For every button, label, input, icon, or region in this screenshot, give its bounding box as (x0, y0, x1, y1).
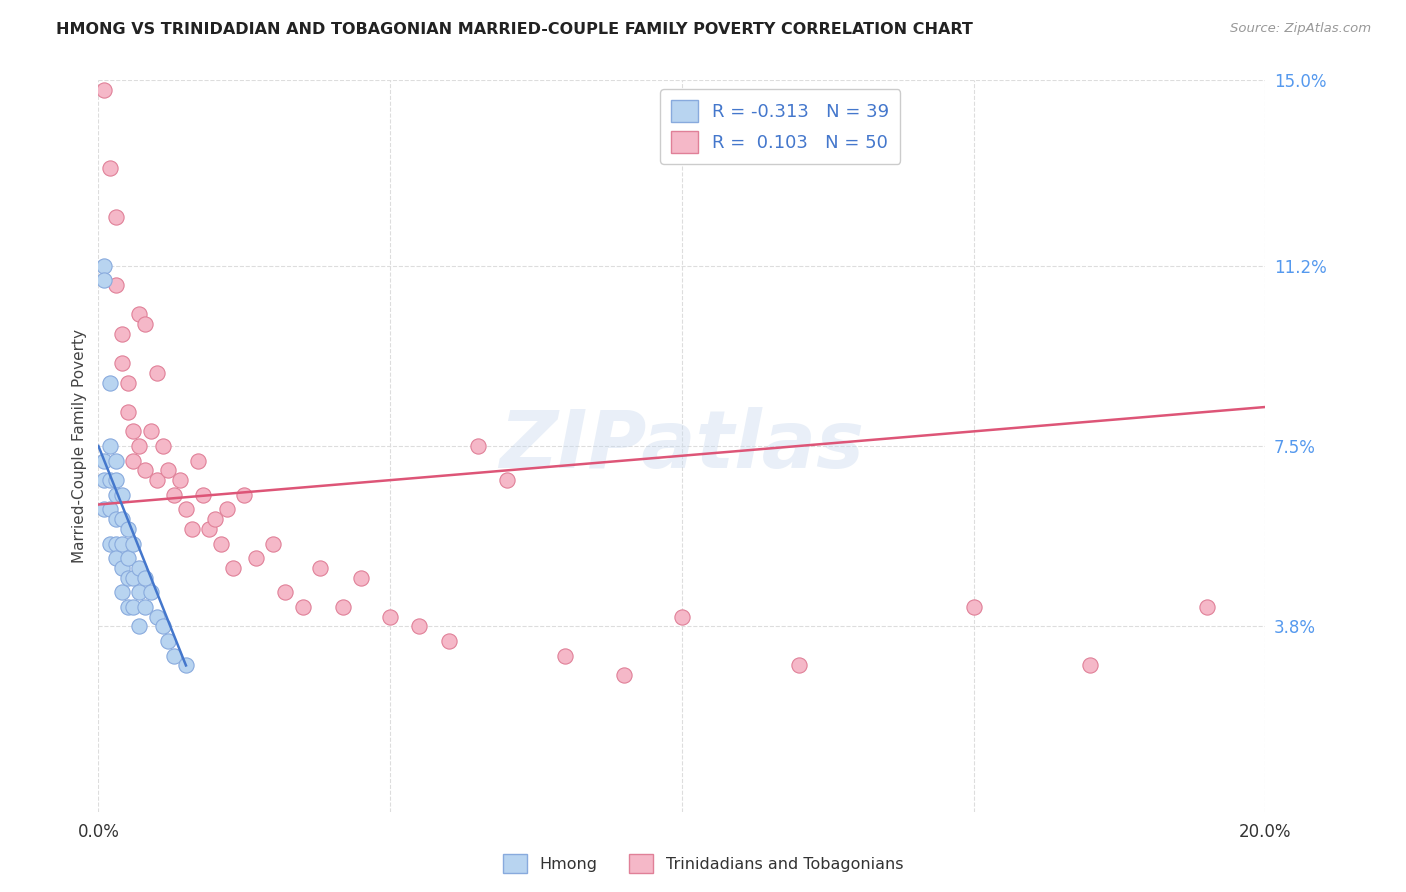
Point (146, 366, 169, 380)
Point (104, 488, 127, 502)
Point (117, 599, 139, 614)
Point (122, 453, 145, 467)
Point (122, 599, 145, 614)
Point (554, 648, 576, 663)
Point (93, 473, 115, 487)
Point (111, 512, 134, 526)
Point (274, 585, 297, 599)
Point (467, 439, 489, 453)
Point (93, 259, 115, 273)
Point (157, 463, 180, 477)
Point (117, 376, 139, 390)
Point (98, 376, 121, 390)
Point (262, 536, 284, 550)
Point (291, 599, 314, 614)
Point (174, 658, 197, 673)
Point (962, 599, 984, 614)
Point (122, 536, 145, 550)
Point (93, 83, 115, 97)
Legend: R = -0.313   N = 39, R =  0.103   N = 50: R = -0.313 N = 39, R = 0.103 N = 50 (661, 89, 900, 164)
Point (104, 473, 127, 487)
Point (671, 609, 693, 624)
Point (157, 634, 180, 648)
Point (98, 161, 121, 175)
Point (787, 658, 810, 673)
Point (169, 473, 191, 487)
Point (122, 425, 145, 439)
Point (93, 273, 115, 287)
Point (98, 473, 121, 487)
Point (134, 599, 156, 614)
Point (163, 488, 186, 502)
Point (93, 453, 115, 467)
Point (1080, 658, 1102, 673)
Point (209, 536, 232, 550)
Point (111, 536, 134, 550)
Point (233, 488, 256, 502)
Point (332, 599, 354, 614)
Point (117, 551, 139, 566)
Point (496, 473, 519, 487)
Point (380, 609, 402, 624)
Point (117, 571, 139, 585)
Point (128, 561, 150, 575)
Point (152, 439, 174, 453)
Text: Source: ZipAtlas.com: Source: ZipAtlas.com (1230, 22, 1371, 36)
Text: HMONG VS TRINIDADIAN AND TOBAGONIAN MARRIED-COUPLE FAMILY POVERTY CORRELATION CH: HMONG VS TRINIDADIAN AND TOBAGONIAN MARR… (56, 22, 973, 37)
Point (98, 536, 121, 550)
Point (128, 619, 150, 633)
Point (104, 453, 127, 467)
Point (408, 619, 430, 633)
Point (111, 585, 134, 599)
Y-axis label: Married-Couple Family Poverty: Married-Couple Family Poverty (72, 329, 87, 563)
Point (612, 668, 634, 682)
Point (117, 405, 139, 419)
Point (104, 551, 127, 566)
Point (122, 571, 145, 585)
Point (1195, 599, 1218, 614)
Point (104, 512, 127, 526)
Point (146, 609, 169, 624)
Point (437, 634, 460, 648)
Point (139, 585, 162, 599)
Point (309, 561, 332, 575)
Point (152, 619, 174, 633)
Point (111, 356, 134, 370)
Point (198, 522, 221, 536)
Point (98, 439, 121, 453)
Point (350, 571, 373, 585)
Point (117, 522, 139, 536)
Point (111, 488, 134, 502)
Point (104, 210, 127, 224)
Point (111, 326, 134, 341)
Legend: Hmong, Trinidadians and Tobagonians: Hmong, Trinidadians and Tobagonians (496, 847, 910, 880)
Point (146, 473, 169, 487)
Point (134, 317, 156, 331)
Point (134, 463, 156, 477)
Point (163, 648, 186, 663)
Point (128, 439, 150, 453)
Point (98, 502, 121, 516)
Point (221, 561, 243, 575)
Point (104, 536, 127, 550)
Point (180, 522, 202, 536)
Point (193, 488, 215, 502)
Point (245, 551, 267, 566)
Point (215, 502, 238, 516)
Point (128, 585, 150, 599)
Point (139, 425, 162, 439)
Point (187, 453, 209, 467)
Point (93, 502, 115, 516)
Point (134, 571, 156, 585)
Point (111, 561, 134, 575)
Point (128, 307, 150, 321)
Point (204, 512, 226, 526)
Text: ZIPatlas: ZIPatlas (499, 407, 865, 485)
Point (104, 278, 127, 293)
Point (174, 502, 197, 516)
